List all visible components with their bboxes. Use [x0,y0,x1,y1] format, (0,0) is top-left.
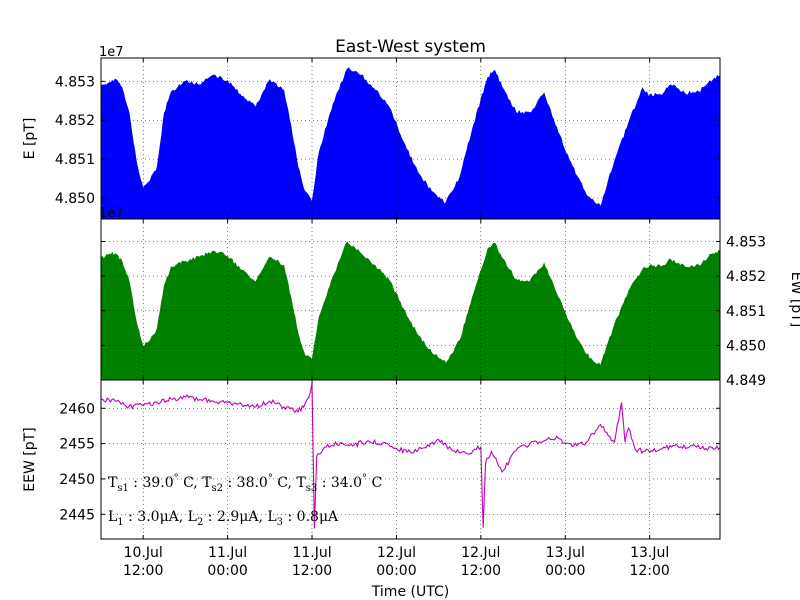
x-tick-label: 13.Jul [546,545,585,561]
y-tick-label: 2455 [59,437,95,453]
y-tick-label: 4.849 [726,373,766,389]
y-tick-label: 4.853 [55,74,95,90]
x-tick-label: 13.Jul [630,545,669,561]
y-axis-label: E [pT] [22,118,38,160]
y-tick-label: 4.853 [726,235,766,251]
y-multiplier: 1e7 [99,45,124,60]
y-multiplier: 1e7 [99,206,124,221]
x-tick-label: 00:00 [545,563,585,579]
y-tick-label: 2450 [59,472,95,488]
x-axis: 10.Jul 12:00 11.Jul 00:00 11.Jul 12:00 12.Jul 0… [123,545,670,579]
y-tick-label: 4.850 [55,191,95,207]
panel-eew: 2445 2450 2455 2460 EEW [pT] Ts1​ : 39.0°​ C,… [22,379,721,540]
panel-frame [100,379,721,540]
y-tick-label: 4.851 [726,304,766,320]
x-tick-label: 11.Jul [292,545,331,561]
x-tick-label: 12.Jul [461,545,500,561]
y-axis-label: EW [pT] [788,272,800,328]
x-tick-label: 12:00 [629,563,669,579]
y-axis-label: EEW [pT] [22,427,38,491]
y-tick-label: 4.852 [726,269,766,285]
y-tick-label: 2445 [59,507,95,523]
x-axis-label: Time (UTC) [371,584,449,600]
annotation-text: Ts1​ : 39.0°​ C, Ts2​ : 38.0°​ C, Ts3​ :… [108,473,382,494]
x-tick-label: 11.Jul [208,545,247,561]
x-tick-label: 10.Jul [124,545,163,561]
series-eew-line [101,383,720,529]
y-tick-label: 4.852 [55,113,95,129]
panel-ew: 4.849 4.850 4.851 4.852 4.853 1e7 EW [pT] [99,206,800,389]
x-tick-label: 12:00 [292,563,332,579]
y-tick-label: 4.850 [726,338,766,354]
x-tick-label: 12:00 [461,563,501,579]
x-tick-label: 00:00 [207,563,247,579]
series-e-area [101,67,720,219]
panel-e: 4.850 4.851 4.852 4.853 1e7 E [pT] [22,45,721,220]
y-tick-label: 2460 [59,401,95,417]
x-tick-label: 12.Jul [377,545,416,561]
chart-title: East-West system [335,37,486,57]
y-tick-label: 4.851 [55,152,95,168]
x-tick-label: 12:00 [123,563,163,579]
annotation-text: L1​ : 3.0μA, L2​ : 2.9μA, L3​ : 0.8μA [108,509,339,528]
x-tick-label: 00:00 [376,563,416,579]
